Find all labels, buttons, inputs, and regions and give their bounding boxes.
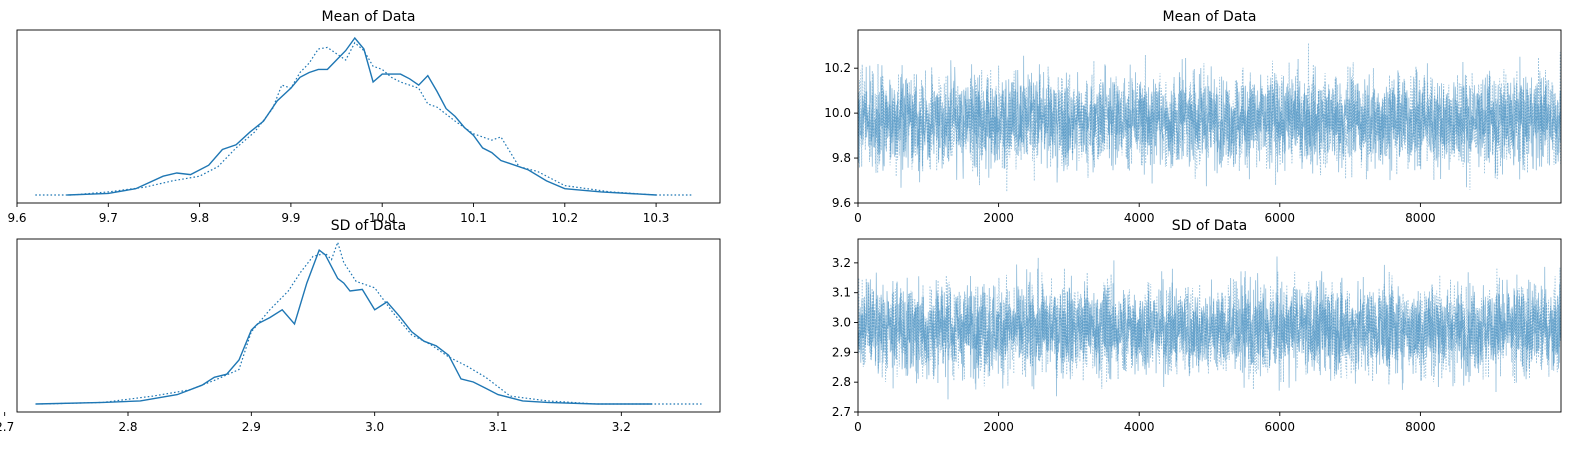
x-tick-label: 10.1 [460, 211, 487, 225]
x-tick-label: 2000 [983, 211, 1014, 225]
y-tick-label: 3.0 [832, 316, 851, 330]
x-tick-label: 3.2 [612, 420, 631, 434]
trace-line-dotted [858, 42, 1561, 192]
x-tick-label: 2.7 [0, 420, 14, 434]
y-tick-label: 2.9 [832, 345, 851, 359]
x-tick-label: 9.7 [99, 211, 118, 225]
x-tick-label: 2.9 [242, 420, 261, 434]
density-line-solid [35, 248, 653, 405]
panel-3: SD of Data 0 2000 4000 6000 8000 2.7 2.8 2.9 3.0 3… [832, 218, 1562, 434]
x-tick-label: 10.0 [369, 211, 396, 225]
plot-area [858, 256, 1561, 400]
y-tick-label: 9.8 [832, 151, 851, 165]
x-tick-label: 9.6 [7, 211, 26, 225]
x-tick-label: 9.8 [190, 211, 209, 225]
plot-area [35, 240, 702, 405]
axes-frame [16, 29, 721, 204]
axes-frame [857, 238, 1562, 413]
chart-title: SD of Data [331, 218, 407, 234]
density-line-solid [67, 36, 657, 196]
x-tick-label: 8000 [1405, 211, 1436, 225]
y-tick-label: 3.2 [832, 256, 851, 270]
x-tick-label: 2.8 [118, 420, 137, 434]
x-tick-label: 3.1 [488, 420, 507, 434]
axes-frame [857, 29, 1562, 204]
x-tick-label: 0 [854, 420, 862, 434]
x-tick-label: 6000 [1265, 211, 1296, 225]
y-tick-label: 2.7 [832, 405, 851, 419]
trace-line-dotted [858, 267, 1561, 390]
density-line-dotted [35, 41, 693, 196]
panel-2: SD of Data 2.7 2.8 2.9 3.0 3.1 3.2 [0, 218, 721, 434]
x-tick-label: 4000 [1124, 211, 1155, 225]
axes-frame [16, 238, 721, 413]
x-tick-label: 10.3 [643, 211, 670, 225]
x-tick-label: 8000 [1405, 420, 1436, 434]
density-line-dotted [41, 240, 702, 405]
y-tick-label: 3.1 [832, 286, 851, 300]
x-tick-label: 3.0 [365, 420, 384, 434]
x-tick-label: 2000 [983, 420, 1014, 434]
x-tick-label: 9.9 [281, 211, 300, 225]
y-tick-label: 10.0 [824, 106, 851, 120]
plot-area [35, 36, 693, 196]
x-tick-label: 4000 [1124, 420, 1155, 434]
panel-1: Mean of Data 0 2000 4000 6000 8000 9.6 9.8 10.0 1… [824, 9, 1562, 225]
x-tick-label: 0 [854, 211, 862, 225]
y-tick-label: 9.6 [832, 196, 851, 210]
chart-title: SD of Data [1172, 218, 1248, 234]
plot-area [858, 42, 1561, 192]
y-tick-label: 10.2 [824, 61, 851, 75]
x-tick-label: 6000 [1265, 420, 1296, 434]
y-tick-label: 2.8 [832, 375, 851, 389]
x-tick-label: 10.2 [551, 211, 578, 225]
panel-0: Mean of Data 9.6 9.7 9.8 9.9 10.0 10.1 10.2 10.3 [7, 9, 721, 225]
chart-title: Mean of Data [322, 9, 416, 25]
trace-line-solid [858, 55, 1561, 188]
trace-line-solid [858, 256, 1561, 400]
chart-title: Mean of Data [1163, 9, 1257, 25]
